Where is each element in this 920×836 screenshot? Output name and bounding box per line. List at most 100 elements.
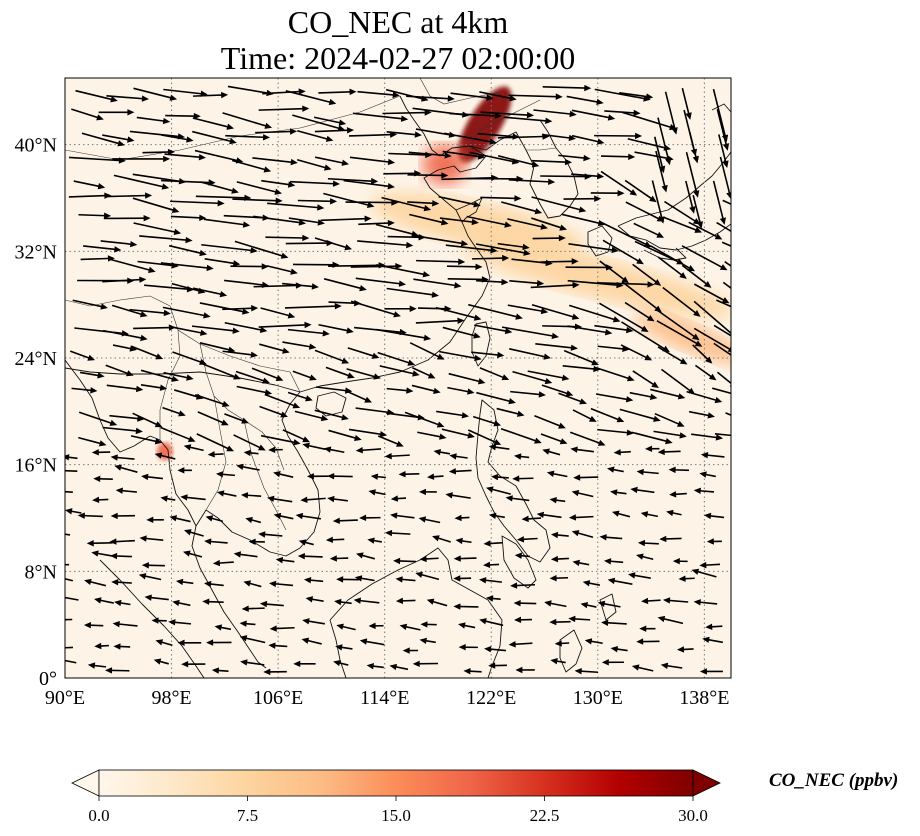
wind-arrow-head [97, 372, 105, 379]
wind-arrow-head [217, 200, 225, 207]
wind-arrow-head [251, 305, 259, 312]
wind-arrow-head [193, 112, 201, 120]
wind-arrow-head [160, 495, 168, 502]
wind-arrow-shaft [718, 134, 727, 165]
wind-arrow-shaft [567, 279, 617, 286]
wind-arrow-head [268, 446, 276, 454]
wind-arrow-head [523, 249, 531, 256]
wind-arrow [115, 487, 137, 494]
wind-arrow-shaft [222, 350, 254, 356]
wind-arrow-head [334, 598, 342, 606]
wind-arrow-head [87, 354, 96, 361]
wind-arrow [554, 640, 570, 647]
wind-arrow-shaft [172, 351, 203, 364]
wind-arrow-head [672, 558, 680, 565]
wind-arrow [688, 410, 715, 419]
wind-arrow [432, 535, 451, 543]
wind-arrow [192, 130, 237, 145]
wind-arrow-head [151, 617, 159, 624]
wind-arrow-head [86, 540, 94, 547]
wind-arrow [550, 531, 569, 539]
wind-arrow [262, 88, 306, 95]
wind-arrow-head [546, 470, 555, 477]
wind-arrow [601, 659, 624, 666]
wind-arrow [212, 559, 234, 567]
wind-arrow-shaft [664, 91, 676, 130]
wind-arrow [236, 385, 273, 396]
wind-arrow-head [449, 453, 457, 460]
wind-arrow-shaft [471, 351, 501, 357]
wind-arrow [672, 558, 688, 565]
wind-arrow-head [327, 472, 335, 480]
wind-arrow [177, 467, 192, 474]
wind-arrow-head [390, 512, 398, 519]
wind-arrow [693, 599, 718, 606]
wind-arrow [597, 428, 634, 436]
lat-tick-label: 24°N [15, 348, 57, 370]
wind-arrow [161, 134, 194, 143]
wind-arrow [384, 529, 411, 537]
wind-arrow-shaft [688, 221, 719, 239]
wind-arrow-head [433, 387, 441, 394]
wind-arrow-shaft [442, 326, 477, 337]
wind-arrow [531, 217, 567, 231]
wind-arrow-head [597, 600, 606, 607]
wind-arrow-shaft [601, 155, 632, 158]
wind-arrow-head [104, 192, 112, 199]
wind-arrow-head [666, 509, 674, 517]
wind-arrow [656, 309, 700, 341]
wind-arrow-head [98, 440, 107, 447]
wind-arrow-shaft [412, 234, 462, 245]
wind-arrow-head [216, 490, 225, 497]
wind-arrow-shaft [386, 387, 411, 392]
wind-arrow [447, 386, 475, 395]
wind-arrow [267, 202, 325, 211]
wind-arrow-head [231, 187, 239, 194]
wind-arrow [686, 390, 723, 404]
wind-arrow [106, 192, 153, 199]
wind-arrow-shaft [688, 410, 712, 417]
wind-arrow-shaft [541, 384, 570, 396]
wind-arrow-shaft [572, 409, 595, 422]
wind-arrow-head [114, 246, 122, 253]
wind-arrow [200, 181, 239, 194]
wind-arrow-head [104, 212, 112, 219]
wind-arrow-head [412, 660, 420, 667]
wind-arrow-head [187, 436, 196, 442]
wind-arrow-head [302, 234, 310, 242]
colorbar-tick-label: 30.0 [678, 806, 708, 825]
wind-arrow [78, 436, 107, 447]
wind-arrow [354, 575, 375, 582]
wind-arrow [72, 299, 108, 310]
wind-arrow-head [334, 303, 342, 310]
wind-arrow [318, 323, 354, 334]
wind-arrow-head [199, 358, 207, 365]
wind-arrow [201, 362, 241, 380]
wind-arrow-head [491, 473, 499, 481]
wind-arrow [607, 577, 633, 585]
wind-arrow [357, 240, 414, 249]
wind-arrow [302, 442, 326, 451]
wind-arrow [420, 621, 437, 628]
wind-arrow [619, 92, 654, 100]
wind-arrow-shaft [314, 156, 346, 165]
wind-arrow-head [579, 398, 587, 405]
wind-arrow-shaft [267, 202, 318, 209]
wind-arrow-head [298, 219, 307, 226]
wind-arrow-head [173, 228, 182, 236]
wind-arrow-shaft [713, 324, 731, 337]
wind-arrow [607, 466, 624, 473]
wind-arrow-head [516, 410, 525, 417]
wind-arrow [87, 662, 107, 669]
lon-tick-label: 106°E [253, 687, 303, 709]
wind-arrow-head [617, 189, 625, 197]
wind-arrow [323, 192, 375, 209]
wind-arrow-shaft [170, 215, 203, 219]
wind-arrow-shaft [590, 407, 621, 422]
wind-arrow [328, 429, 362, 441]
wind-arrow-shaft [508, 178, 550, 183]
wind-arrow [103, 329, 148, 342]
wind-arrow-head [168, 619, 176, 626]
wind-arrow [140, 369, 179, 382]
wind-arrow-shaft [343, 179, 389, 188]
